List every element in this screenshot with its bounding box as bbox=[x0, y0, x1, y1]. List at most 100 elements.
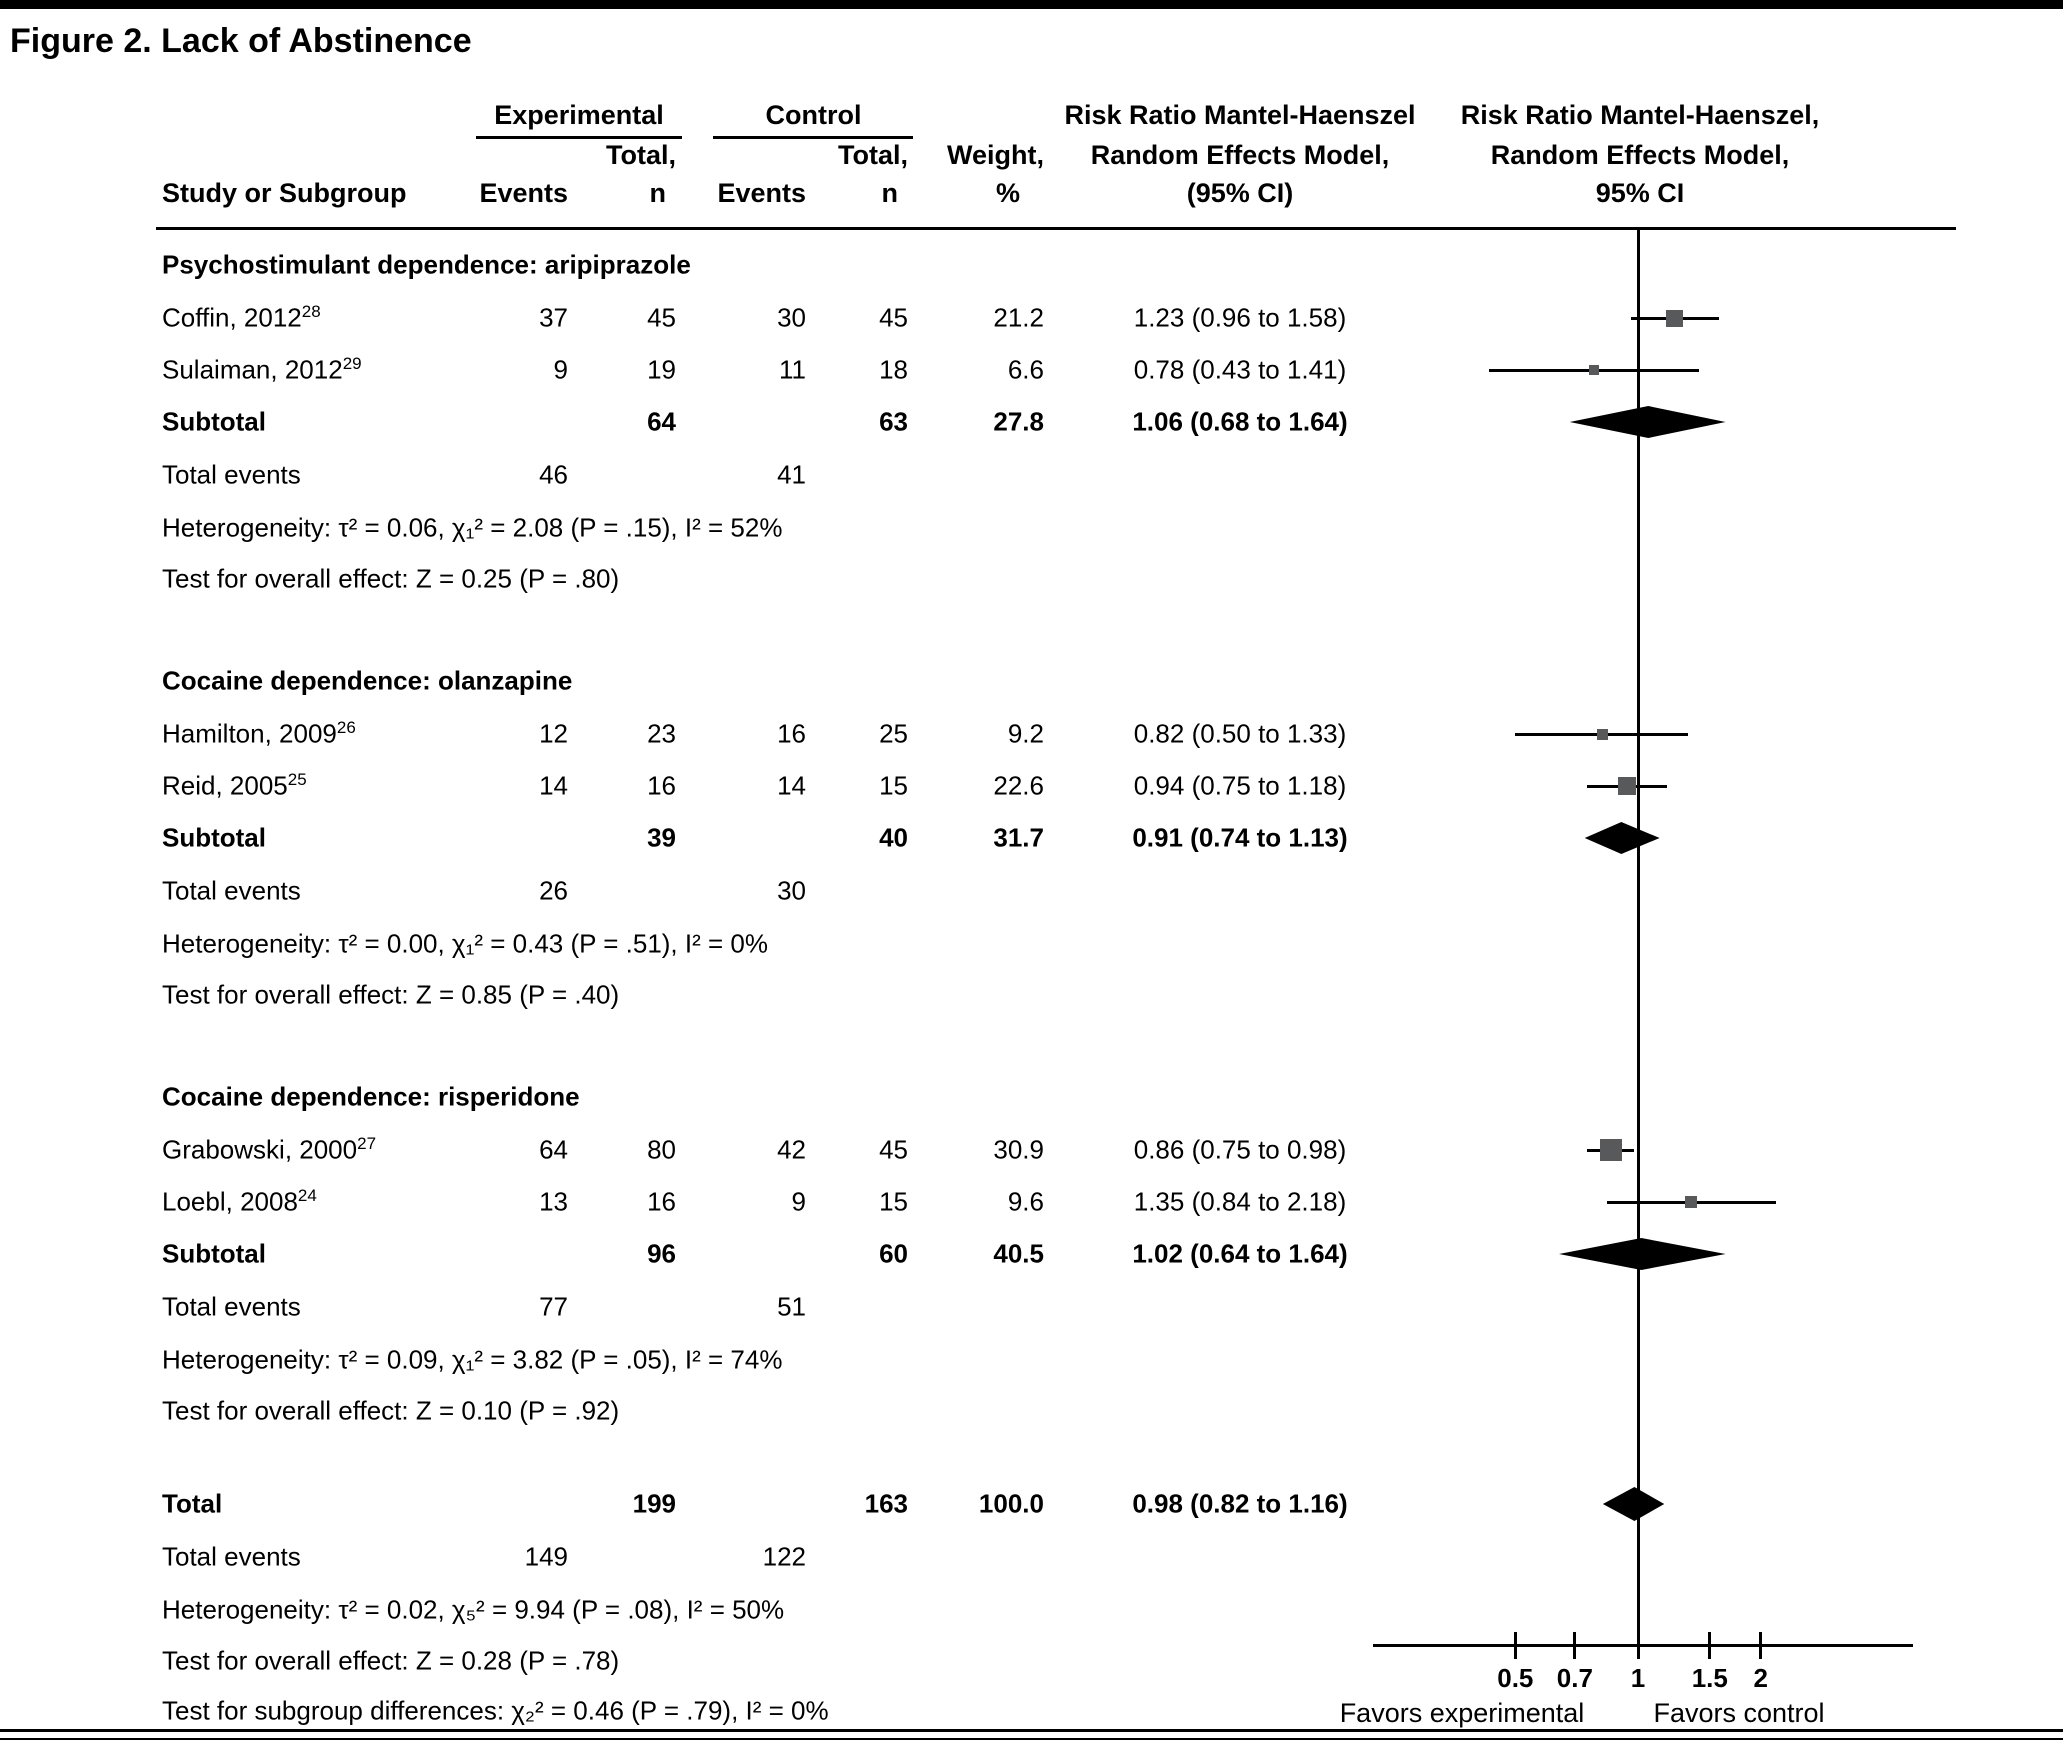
subtotal-exp-total: 96 bbox=[647, 1238, 676, 1269]
study-label: Loebl, 200824 bbox=[162, 1185, 317, 1217]
axis-tick-label: 0.5 bbox=[1497, 1663, 1534, 1693]
heterogeneity-row: Heterogeneity: τ² = 0.00, χ₁² = 0.43 (P … bbox=[0, 918, 2063, 970]
weight-value: 6.6 bbox=[1007, 354, 1044, 385]
risk-ratio-ci-text: 0.86 (0.75 to 0.98) bbox=[1133, 1134, 1347, 1165]
exp-events-value: 64 bbox=[539, 1134, 568, 1165]
subgroup-heading-row: Psychostimulant dependence: aripiprazole bbox=[0, 238, 2063, 292]
subtotal-row: Subtotal 39 40 31.7 0.91 (0.74 to 1.13) bbox=[0, 812, 2063, 864]
ctl-total-value: 45 bbox=[879, 302, 908, 333]
subgroup-differences-row: Test for subgroup differences: χ₂² = 0.4… bbox=[0, 1686, 2063, 1736]
axis-tick-mark bbox=[1759, 1632, 1763, 1659]
subgroup-heading-row: Cocaine dependence: olanzapine bbox=[0, 654, 2063, 708]
subtotal-risk-ratio-ci-text: 1.02 (0.64 to 1.64) bbox=[1132, 1238, 1348, 1269]
study-label: Hamilton, 200926 bbox=[162, 717, 356, 749]
total-events-row: Total events 77 51 bbox=[0, 1280, 2063, 1334]
weight-value: 9.6 bbox=[1007, 1186, 1044, 1217]
ctl-total-value: 15 bbox=[879, 1186, 908, 1217]
plot-cell bbox=[1400, 1124, 1960, 1176]
overall-effect-row: Test for overall effect: Z = 0.85 (P = .… bbox=[0, 970, 2063, 1020]
exp-events-value: 9 bbox=[553, 354, 568, 385]
no-effect-reference-line bbox=[1637, 230, 1640, 1646]
overall-effect-text: Test for overall effect: Z = 0.28 (P = .… bbox=[162, 1645, 620, 1676]
ctl-events-value: 9 bbox=[791, 1186, 806, 1217]
plot-cell bbox=[1400, 708, 1960, 760]
total-ctl-total: 163 bbox=[864, 1488, 908, 1519]
total-label: Total bbox=[162, 1488, 223, 1519]
risk-ratio-point-marker bbox=[1600, 1139, 1623, 1161]
header-exp-total-line2: n bbox=[649, 178, 667, 208]
ctl-events-value: 11 bbox=[779, 354, 806, 385]
study-row: Reid, 200525 14 16 14 15 22.6 0.94 (0.75 to 1.… bbox=[0, 760, 2063, 812]
header-weight-line2: % bbox=[995, 178, 1020, 208]
exp-total-value: 19 bbox=[647, 354, 676, 385]
total-exp-total: 199 bbox=[632, 1488, 676, 1519]
risk-ratio-ci-text: 0.82 (0.50 to 1.33) bbox=[1133, 718, 1347, 749]
weight-value: 22.6 bbox=[993, 770, 1044, 801]
subtotal-weight: 27.8 bbox=[993, 406, 1044, 437]
study-row: Coffin, 201228 37 45 30 45 21.2 1.23 (0.96 to … bbox=[0, 292, 2063, 344]
exp-events-value: 14 bbox=[539, 770, 568, 801]
top-rule bbox=[0, 0, 2063, 9]
table-rows: Psychostimulant dependence: aripiprazole… bbox=[0, 238, 2063, 1736]
pooled-estimate-diamond bbox=[1602, 1487, 1665, 1521]
figure-title: Figure 2. Lack of Abstinence bbox=[10, 22, 472, 60]
reference-superscript: 24 bbox=[297, 1185, 317, 1205]
header-risk-ratio-line1: Risk Ratio Mantel-Haenszel bbox=[1064, 100, 1416, 130]
ctl-events-value: 14 bbox=[777, 770, 806, 801]
overall-effect-text: Test for overall effect: Z = 0.25 (P = .… bbox=[162, 563, 620, 594]
risk-ratio-ci-text: 1.35 (0.84 to 2.18) bbox=[1133, 1186, 1347, 1217]
header-risk-ratio-line3: (95% CI) bbox=[1186, 178, 1294, 208]
exp-total-value: 80 bbox=[647, 1134, 676, 1165]
total-events-ctl: 51 bbox=[777, 1291, 806, 1322]
total-heterogeneity-row: Heterogeneity: τ² = 0.02, χ₅² = 9.94 (P … bbox=[0, 1584, 2063, 1636]
total-events-label: Total events bbox=[162, 459, 301, 490]
header-exp-total-line1: Total, bbox=[606, 140, 676, 170]
pooled-estimate-diamond bbox=[1584, 822, 1660, 854]
ctl-events-value: 42 bbox=[777, 1134, 806, 1165]
total-weight: 100.0 bbox=[978, 1488, 1044, 1519]
subtotal-label: Subtotal bbox=[162, 1238, 266, 1269]
study-label: Sulaiman, 201229 bbox=[162, 353, 362, 385]
ctl-total-value: 18 bbox=[879, 354, 908, 385]
x-axis-line bbox=[1373, 1644, 1913, 1647]
total-events-exp: 26 bbox=[539, 875, 568, 906]
risk-ratio-ci-text: 1.23 (0.96 to 1.58) bbox=[1133, 302, 1347, 333]
risk-ratio-point-marker bbox=[1685, 1196, 1698, 1208]
heterogeneity-text: Heterogeneity: τ² = 0.09, χ₁² = 3.82 (P … bbox=[162, 1344, 783, 1375]
axis-tick-label: 1 bbox=[1630, 1663, 1646, 1693]
group-spacer bbox=[0, 604, 2063, 654]
ctl-total-value: 45 bbox=[879, 1134, 908, 1165]
total-events-exp: 77 bbox=[539, 1291, 568, 1322]
axis-tick-mark bbox=[1513, 1632, 1517, 1659]
experimental-underline bbox=[476, 136, 682, 139]
heterogeneity-text: Heterogeneity: τ² = 0.06, χ₁² = 2.08 (P … bbox=[162, 512, 783, 543]
header-ctl-total-line2: n bbox=[881, 178, 899, 208]
bottom-rule-inner bbox=[0, 1738, 2063, 1740]
total-events-exp: 149 bbox=[524, 1541, 568, 1572]
header-exp-events: Events bbox=[479, 178, 568, 208]
weight-value: 30.9 bbox=[993, 1134, 1044, 1165]
reference-superscript: 28 bbox=[301, 301, 321, 321]
header-ctl-total-line1: Total, bbox=[838, 140, 908, 170]
header-experimental: Experimental bbox=[494, 100, 664, 130]
subtotal-row: Subtotal 64 63 27.8 1.06 (0.68 to 1.64) bbox=[0, 396, 2063, 448]
axis-tick-mark bbox=[1573, 1632, 1577, 1659]
risk-ratio-ci-text: 0.94 (0.75 to 1.18) bbox=[1133, 770, 1347, 801]
pooled-estimate-diamond bbox=[1569, 406, 1726, 438]
header-plot-line3: 95% CI bbox=[1595, 178, 1685, 208]
total-events-ctl: 122 bbox=[762, 1541, 806, 1572]
subtotal-ctl-total: 63 bbox=[879, 406, 908, 437]
reference-superscript: 26 bbox=[336, 717, 356, 737]
header-plot-line1: Risk Ratio Mantel-Haenszel, bbox=[1460, 100, 1820, 130]
plot-cell bbox=[1400, 1176, 1960, 1228]
overall-effect-text: Test for overall effect: Z = 0.85 (P = .… bbox=[162, 979, 620, 1010]
axis-tick-mark bbox=[1636, 1632, 1640, 1659]
favors-control-label: Favors control bbox=[1653, 1698, 1825, 1728]
bottom-rule-outer bbox=[0, 1729, 2063, 1732]
subgroup-heading-row: Cocaine dependence: risperidone bbox=[0, 1070, 2063, 1124]
heterogeneity-text: Heterogeneity: τ² = 0.02, χ₅² = 9.94 (P … bbox=[162, 1594, 785, 1625]
total-events-exp: 46 bbox=[539, 459, 568, 490]
total-events-label: Total events bbox=[162, 1291, 301, 1322]
group-spacer bbox=[0, 1020, 2063, 1070]
